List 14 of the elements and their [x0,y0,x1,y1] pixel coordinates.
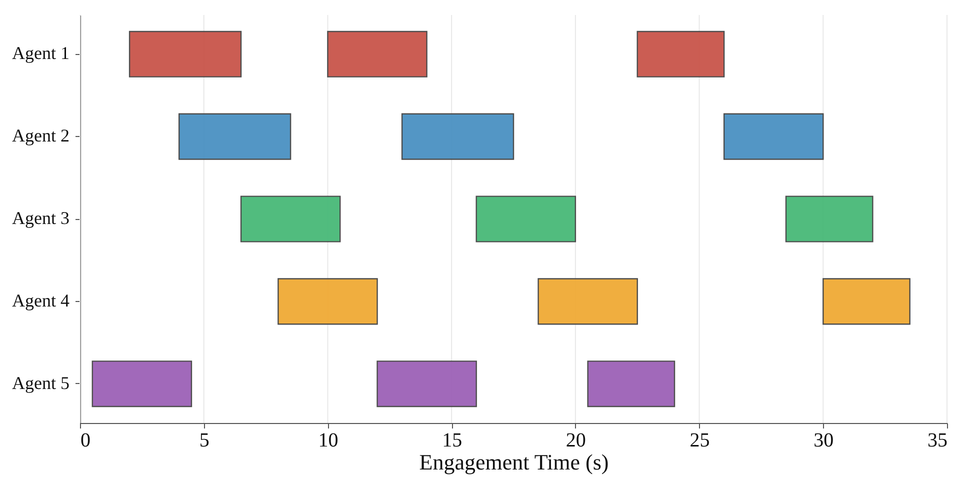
x-tick-label: 20 [566,430,586,452]
y-tick-label: Agent 4 [12,290,70,310]
x-tick-label: 25 [690,430,710,452]
y-tick-label: Agent 3 [12,208,70,228]
y-tick-label: Agent 5 [12,372,70,393]
x-tick-label: 30 [814,430,834,452]
y-tick-label: Agent 1 [12,43,70,64]
x-tick-label: 10 [318,430,338,452]
x-tick-label: 15 [442,430,462,452]
x-tick-label: 0 [80,430,90,452]
y-tick-label: Agent 2 [12,126,70,146]
x-axis-title: Engagement Time (s) [419,450,609,474]
x-tick-label: 35 [928,430,948,452]
x-tick-label: 5 [199,430,210,452]
